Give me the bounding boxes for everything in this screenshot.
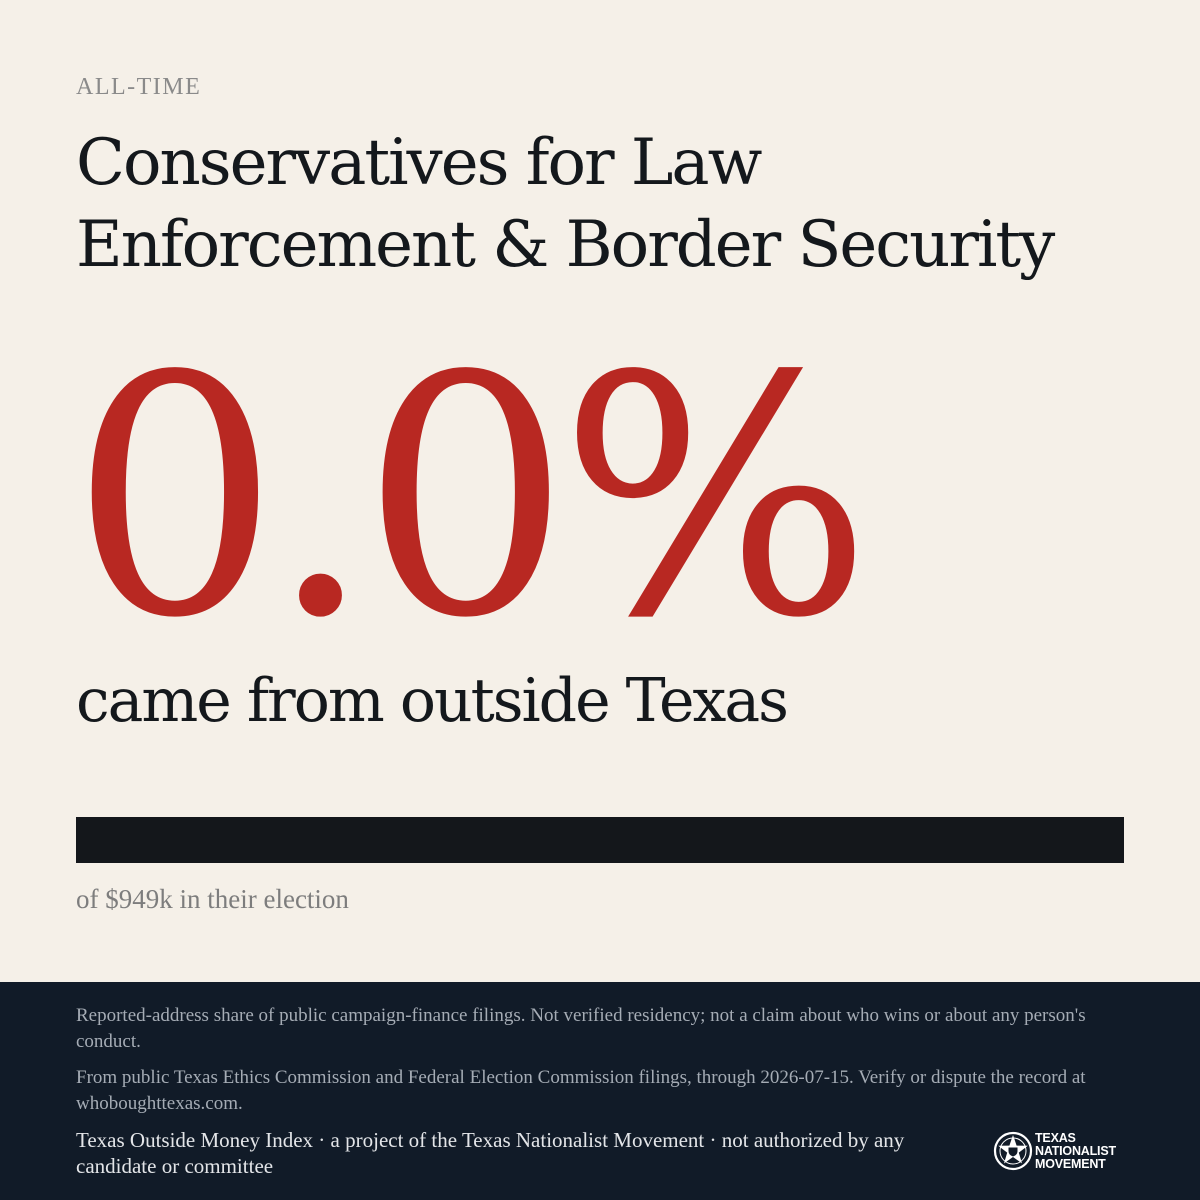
total-amount-label: of $949k in their election — [76, 884, 349, 914]
share-bar — [76, 817, 1124, 863]
tnm-logo: TEXAS NATIONALIST MOVEMENT — [993, 1130, 1128, 1174]
footer-source: From public Texas Ethics Commission and … — [76, 1067, 1086, 1114]
logo-wordmark: TEXAS NATIONALIST MOVEMENT — [1035, 1131, 1116, 1171]
share-caption: came from outside Texas — [76, 666, 789, 736]
footer-disclaimer: Reported-address share of public campaig… — [76, 1005, 1086, 1052]
footer-attribution: Texas Outside Money Index · a project of… — [76, 1128, 905, 1178]
committee-title: Conservatives for Law Enforcement & Bord… — [76, 126, 1055, 282]
period-label: ALL-TIME — [76, 74, 202, 100]
star-seal-icon — [993, 1131, 1033, 1171]
outside-share-percent: 0.0% — [70, 306, 872, 690]
